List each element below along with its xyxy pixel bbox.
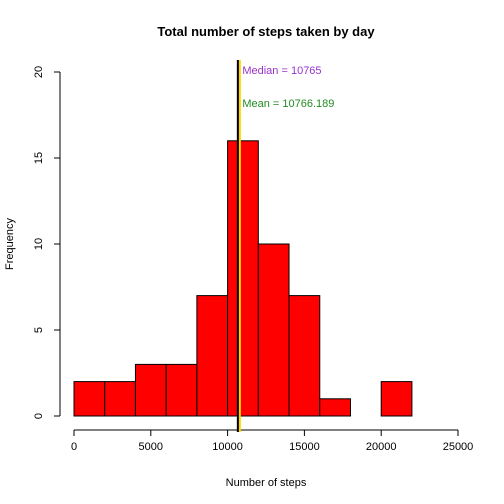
x-tick-label: 5000	[139, 441, 163, 453]
histogram-bar	[104, 381, 136, 417]
mean-annotation: Mean = 10766.189	[242, 98, 334, 110]
bars-group	[73, 140, 413, 417]
y-tick-label: 20	[33, 66, 45, 78]
x-tick-label: 15000	[289, 441, 320, 453]
y-tick-label: 10	[33, 238, 45, 250]
y-tick-label: 15	[33, 152, 45, 164]
histogram-bar	[227, 140, 259, 417]
y-axis: 0 5 10 15 20	[33, 66, 61, 419]
chart-title: Total number of steps taken by day	[157, 24, 375, 39]
histogram-bar	[73, 381, 106, 417]
reference-lines	[236, 60, 241, 432]
histogram-bar	[196, 295, 229, 417]
x-axis-label: Number of steps	[226, 477, 307, 489]
y-axis-label: Frequency	[4, 218, 16, 270]
x-tick-label: 20000	[366, 441, 397, 453]
x-tick-label: 25000	[443, 441, 474, 453]
histogram-bar	[380, 381, 413, 417]
median-annotation: Median = 10765	[242, 65, 321, 77]
histogram-bar	[257, 243, 290, 417]
histogram-bar	[288, 295, 321, 417]
y-tick-label: 5	[33, 327, 45, 333]
histogram-bar	[165, 363, 198, 417]
histogram-bar	[319, 398, 351, 417]
x-tick-label: 0	[71, 441, 77, 453]
x-axis: 0 5000 10000 15000 20000 25000	[71, 429, 474, 453]
histogram-bar	[134, 363, 167, 417]
y-tick-label: 0	[33, 413, 45, 419]
x-tick-label: 10000	[212, 441, 243, 453]
